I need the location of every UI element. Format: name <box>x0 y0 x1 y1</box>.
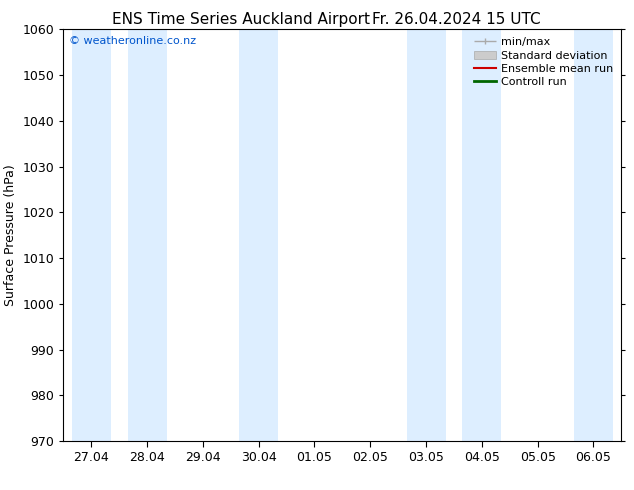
Text: ENS Time Series Auckland Airport: ENS Time Series Auckland Airport <box>112 12 370 27</box>
Bar <box>406 29 446 441</box>
Y-axis label: Surface Pressure (hPa): Surface Pressure (hPa) <box>4 164 17 306</box>
Text: © weatheronline.co.nz: © weatheronline.co.nz <box>69 36 196 46</box>
Text: Fr. 26.04.2024 15 UTC: Fr. 26.04.2024 15 UTC <box>372 12 541 27</box>
Bar <box>127 29 167 441</box>
Legend: min/max, Standard deviation, Ensemble mean run, Controll run: min/max, Standard deviation, Ensemble me… <box>469 33 618 92</box>
Bar <box>574 29 613 441</box>
Bar <box>239 29 278 441</box>
Bar <box>72 29 111 441</box>
Bar <box>462 29 501 441</box>
